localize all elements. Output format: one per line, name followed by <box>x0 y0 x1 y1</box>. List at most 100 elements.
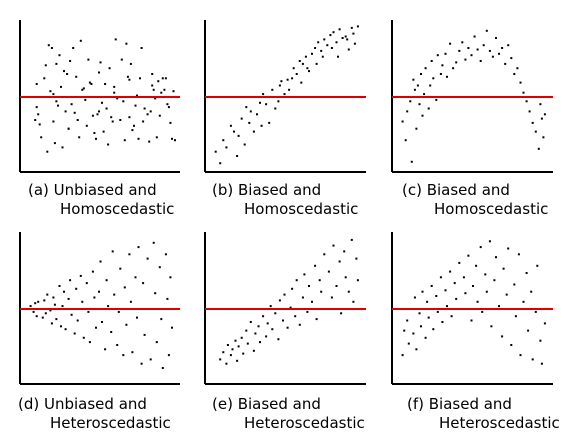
data-point <box>155 341 158 344</box>
data-point <box>152 88 155 91</box>
data-point <box>504 62 507 65</box>
data-point <box>257 325 260 328</box>
data-point <box>78 136 81 139</box>
data-point <box>435 295 438 297</box>
data-point <box>137 246 140 249</box>
data-point <box>280 80 283 83</box>
data-point <box>308 70 310 73</box>
data-point <box>416 84 419 87</box>
data-point <box>44 64 47 67</box>
data-point <box>225 362 228 365</box>
data-point <box>481 310 484 313</box>
data-point <box>49 309 52 312</box>
data-point <box>435 98 438 101</box>
data-point <box>479 60 482 62</box>
data-point <box>113 91 116 94</box>
data-point <box>219 162 222 165</box>
data-point <box>46 150 49 153</box>
data-point <box>259 101 261 104</box>
data-point <box>110 331 113 333</box>
data-point <box>426 300 429 303</box>
caption-line-2-a: Homoscedastic <box>60 200 174 218</box>
data-point <box>128 116 131 119</box>
data-point <box>476 300 479 303</box>
data-point <box>98 290 100 293</box>
data-point <box>514 315 517 318</box>
data-point <box>350 26 353 29</box>
data-point <box>47 44 50 47</box>
data-point <box>104 348 107 351</box>
data-point <box>423 93 426 96</box>
data-point <box>347 290 350 293</box>
data-point <box>531 358 534 361</box>
data-point <box>418 103 421 106</box>
data-point <box>246 342 249 345</box>
data-point <box>476 48 479 51</box>
data-point <box>69 60 72 62</box>
data-point <box>539 103 542 106</box>
data-point <box>439 276 442 279</box>
data-point <box>231 348 234 351</box>
data-point <box>485 290 488 293</box>
data-point <box>164 253 167 256</box>
data-point <box>76 319 79 322</box>
data-point <box>505 293 508 296</box>
data-point <box>356 279 359 282</box>
data-point <box>300 81 303 84</box>
data-point <box>105 279 108 282</box>
data-point <box>128 78 131 81</box>
data-point <box>82 87 85 90</box>
data-point <box>55 318 58 321</box>
data-point <box>410 160 413 163</box>
data-point <box>101 321 103 323</box>
data-point <box>52 296 55 299</box>
data-point <box>315 318 318 321</box>
data-point <box>346 38 349 41</box>
data-point <box>134 104 137 107</box>
data-point <box>252 130 255 133</box>
data-point <box>510 57 513 60</box>
data-point <box>320 290 323 293</box>
data-point <box>401 120 404 123</box>
caption-line-1-a: (a) Unbiased and <box>28 181 157 199</box>
data-point <box>128 253 131 256</box>
data-point <box>418 312 421 315</box>
data-point <box>254 332 257 335</box>
data-point <box>229 354 232 357</box>
data-point <box>306 310 309 313</box>
data-point <box>536 264 539 267</box>
data-point <box>332 244 335 247</box>
data-point <box>32 310 35 313</box>
data-point <box>93 296 96 299</box>
data-point <box>161 367 164 369</box>
data-point <box>38 123 41 126</box>
data-point <box>330 47 333 49</box>
data-point <box>491 55 494 58</box>
data-point <box>163 88 166 91</box>
data-point <box>534 130 537 133</box>
data-point <box>233 130 235 133</box>
data-point <box>137 137 140 140</box>
data-point <box>105 107 108 110</box>
data-point <box>409 100 412 103</box>
data-point <box>154 97 157 100</box>
caption-line-1-d: (d) Unbiased and <box>18 395 147 413</box>
data-point <box>149 110 152 113</box>
data-point <box>70 103 73 106</box>
data-point <box>344 35 347 38</box>
data-point <box>43 299 46 302</box>
data-point <box>415 127 418 130</box>
data-point <box>133 124 135 127</box>
data-point <box>355 257 358 260</box>
data-point <box>539 339 542 342</box>
data-point <box>229 124 232 127</box>
data-point <box>344 276 347 279</box>
caption-line-1-e: (e) Biased and <box>212 395 321 413</box>
data-point <box>446 305 448 308</box>
data-point <box>525 272 528 274</box>
data-point <box>174 139 176 142</box>
data-point <box>271 88 274 91</box>
